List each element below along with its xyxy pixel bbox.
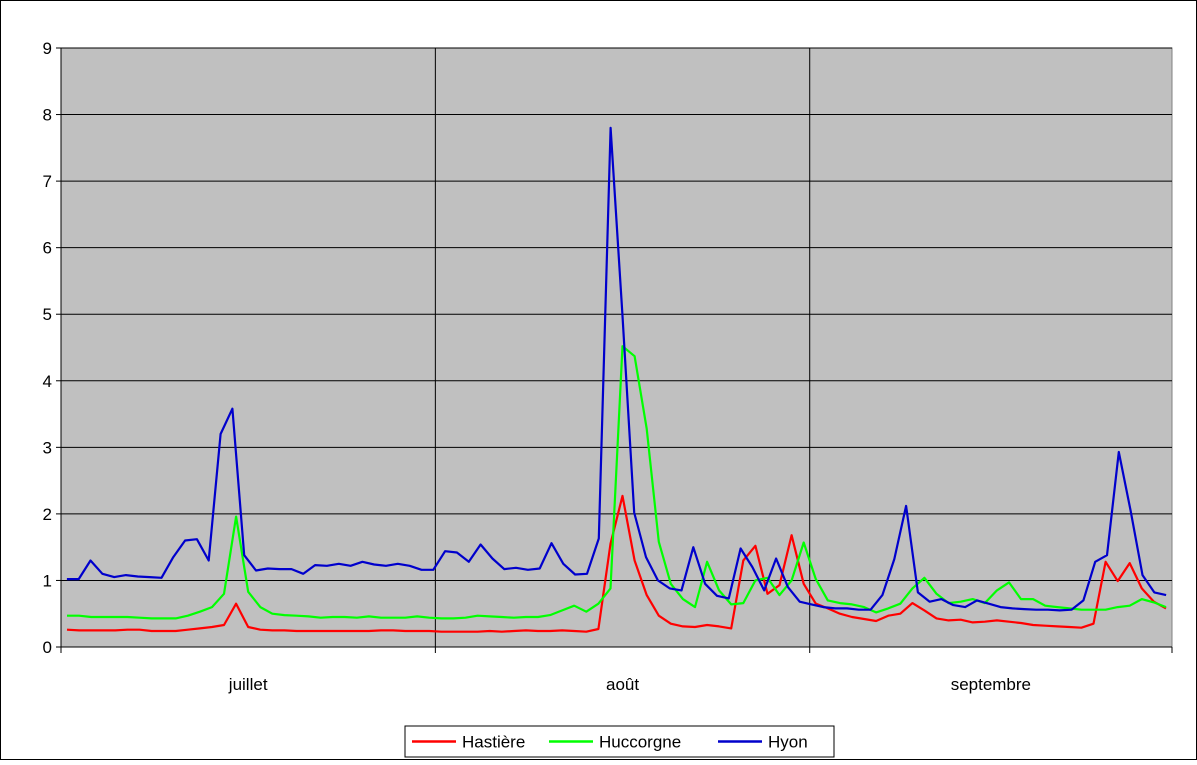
legend-label: Hastière [462, 733, 525, 752]
y-tick-label: 1 [43, 571, 52, 590]
y-tick-label: 3 [43, 438, 52, 457]
series-line-hyon [66, 126, 1167, 612]
y-tick-label: 4 [43, 372, 52, 391]
legend-box [404, 725, 835, 758]
series-line-hastiere [66, 494, 1167, 633]
y-tick-label: 8 [43, 106, 52, 125]
y-tick-label: 0 [43, 638, 52, 657]
plot-area [60, 47, 1173, 648]
x-tick-label: septembre [951, 675, 1031, 694]
legend: Hastière Huccorgne Hyon [404, 725, 835, 758]
series-lines [66, 126, 1167, 633]
y-tick-label: 9 [43, 39, 52, 58]
x-tick-label: août [606, 675, 639, 694]
y-tick-label: 5 [43, 305, 52, 324]
x-tick-label: juillet [228, 675, 268, 694]
y-tick-label: 6 [43, 239, 52, 258]
legend-label: Huccorgne [599, 733, 681, 752]
axes: 0 1 2 3 4 5 6 7 8 9 juillet août septembre [43, 39, 1173, 694]
y-tick-label: 2 [43, 505, 52, 524]
legend-label: Hyon [768, 733, 808, 752]
y-tick-label: 7 [43, 172, 52, 191]
